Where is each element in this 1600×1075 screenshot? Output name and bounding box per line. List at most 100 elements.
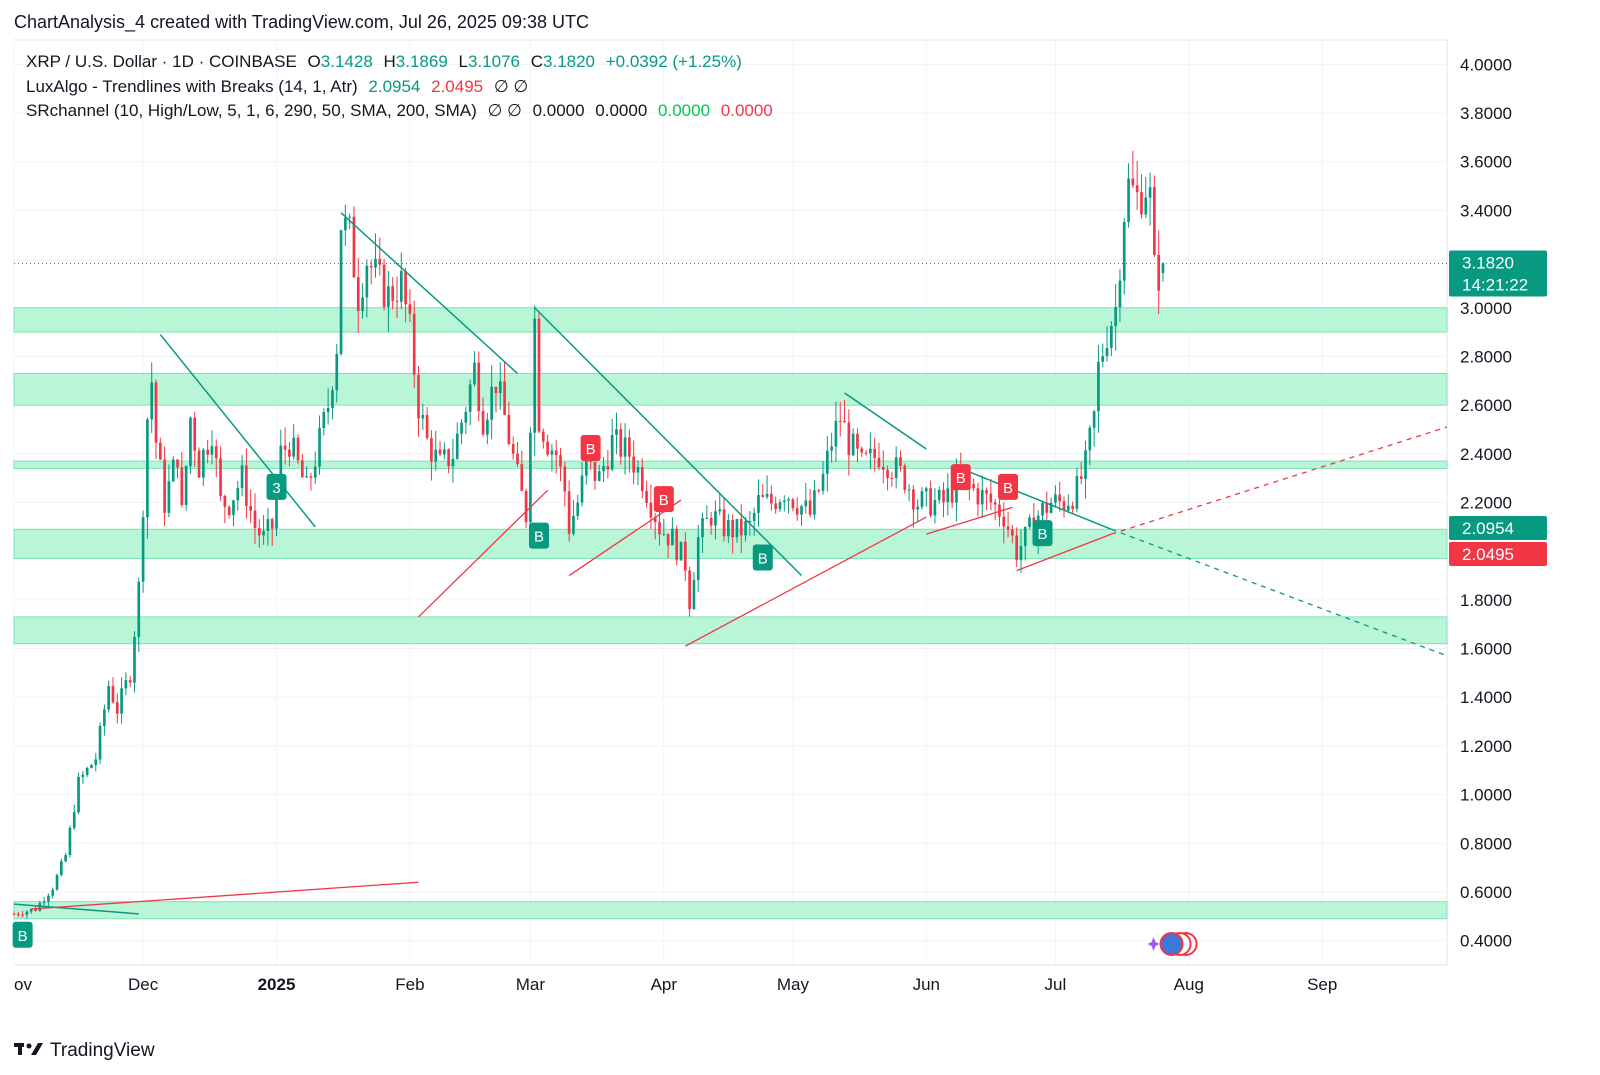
tradingview-brand[interactable]: TradingView: [14, 1040, 155, 1062]
srchannel-legend[interactable]: SRchannel (10, High/Low, 5, 1, 6, 290, 5…: [26, 101, 779, 121]
candle-body: [279, 445, 283, 489]
candle-body: [838, 420, 842, 422]
sr-zone: [13, 616, 1448, 645]
candle-body: [481, 411, 485, 435]
candle-body: [1105, 347, 1109, 357]
candle-body: [890, 477, 894, 479]
candle-body: [356, 277, 360, 312]
candle-body: [1110, 325, 1113, 348]
candle-body: [29, 908, 33, 912]
candle-body: [455, 433, 459, 459]
candle-body: [42, 901, 46, 904]
candle-body: [529, 432, 532, 523]
srchannel-hidden-icons[interactable]: ∅ ∅: [487, 101, 522, 120]
change-value: +0.0392 (+1.25%): [605, 52, 742, 71]
candle-body: [249, 505, 253, 511]
candle-body: [47, 895, 50, 902]
break-label: B: [950, 464, 971, 491]
srchannel-value-1: 0.0000: [532, 101, 585, 120]
candle-body: [800, 506, 803, 515]
y-tick-label: 3.6000: [1460, 153, 1512, 172]
candle-body: [649, 502, 653, 518]
us-flag-icon: [1159, 932, 1184, 956]
break-label-box: [12, 921, 33, 948]
price-tag: 2.0495: [1449, 541, 1547, 566]
candle-body: [559, 455, 562, 467]
candle-body: [498, 381, 502, 394]
candle-body: [322, 412, 326, 429]
candle-body: [193, 417, 197, 451]
candle-body: [533, 318, 537, 433]
break-label: B: [12, 921, 33, 948]
candle-body: [507, 414, 511, 444]
candle-body: [180, 467, 184, 505]
sr-zone: [13, 528, 1448, 559]
candle-body: [236, 488, 240, 501]
candle-body: [864, 452, 868, 454]
break-label: B: [752, 544, 773, 571]
candle-body: [137, 581, 141, 637]
candle-body: [90, 764, 93, 768]
candle-body: [550, 450, 554, 455]
candle-body: [696, 537, 700, 581]
candle-body: [38, 903, 42, 911]
candle-body: [60, 861, 63, 876]
candle-body: [12, 913, 16, 915]
candle-body: [447, 449, 450, 467]
luxalgo-legend[interactable]: LuxAlgo - Trendlines with Breaks (14, 1,…: [26, 77, 534, 97]
candle-body: [1015, 535, 1019, 561]
candle-body: [683, 541, 687, 571]
break-label: B: [580, 434, 601, 461]
candle-body: [718, 509, 722, 512]
candle-body: [1122, 221, 1126, 281]
candle-body: [709, 518, 713, 526]
candle-body: [572, 515, 575, 534]
price-tag-value: 2.0954: [1462, 519, 1514, 538]
candle-body: [219, 458, 222, 496]
candle-body: [843, 420, 846, 423]
price-tag: 3.1820 14:21:22: [1449, 250, 1547, 297]
candle-body: [477, 362, 481, 412]
candle-body: [1079, 476, 1083, 479]
candle-body: [434, 449, 438, 462]
candle-body: [288, 449, 291, 457]
x-tick-label: Sep: [1307, 975, 1337, 994]
symbol-legend[interactable]: XRP / U.S. Dollar · 1D · COINBASE O3.142…: [26, 52, 748, 72]
resistance-trendline: [534, 307, 803, 577]
luxalgo-hidden-icons[interactable]: ∅ ∅: [493, 77, 529, 96]
candle-body: [404, 271, 407, 305]
candle-body: [103, 709, 106, 726]
break-label-box: [998, 473, 1019, 500]
break-label-text: B: [18, 928, 28, 945]
resistance-trendline: [960, 467, 1112, 530]
candle-body: [107, 686, 111, 710]
candle-body: [64, 854, 67, 862]
price-tag: 2.0954: [1449, 515, 1547, 540]
candle-body: [804, 500, 808, 507]
candle-body: [881, 467, 885, 470]
break-label-box: [266, 473, 287, 500]
candle-body: [658, 522, 661, 535]
candle-body: [537, 318, 541, 432]
y-tick-label: 0.6000: [1460, 883, 1512, 902]
break-label-text: 3: [272, 480, 280, 497]
candle-body: [460, 422, 463, 434]
break-label-box: [1032, 520, 1053, 547]
candle-body: [158, 442, 162, 460]
break-label: B: [653, 486, 674, 513]
candle-body: [313, 466, 317, 478]
tradingview-logo-icon: [14, 1041, 44, 1062]
candle-body: [464, 411, 468, 423]
brand-name: TradingView: [50, 1040, 155, 1061]
candle-body: [946, 488, 950, 503]
candle-body: [688, 570, 691, 610]
candle-body: [924, 488, 928, 492]
y-tick-label: 0.4000: [1460, 932, 1512, 951]
candle-body: [752, 512, 756, 522]
candle-body: [727, 519, 730, 537]
candle-body: [778, 502, 782, 510]
x-tick-label: Mar: [516, 975, 546, 994]
support-trendline: [926, 506, 1013, 535]
candle-body: [714, 511, 717, 526]
